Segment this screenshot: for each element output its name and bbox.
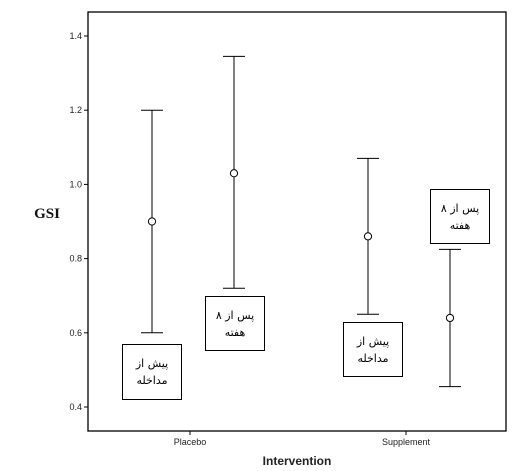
mean-point [229,169,239,178]
annotation-box: پس از ۸ هفته [205,296,265,351]
annotation-line-2: مداخله [136,374,168,387]
y-tick-label: 1.2 [69,105,82,115]
y-tick-label: 0.4 [69,402,82,412]
annotation-line-2: مداخله [357,351,389,365]
x-tick-label: Supplement [382,437,431,447]
annotation-line-2: هفته [224,325,246,339]
mean-point [363,232,373,241]
error-bar [141,109,163,334]
x-axis-label: Intervention [263,454,332,468]
x-axis: Placebo Supplement [174,431,431,447]
mean-point [147,217,157,226]
y-tick-label: 1.0 [69,179,82,189]
y-axis: 1.4 1.2 1.0 0.8 0.6 0.4 [69,31,88,412]
mean-point [445,313,455,323]
error-bar [439,248,461,388]
y-tick-label: 0.8 [69,254,82,264]
error-bar [223,55,245,289]
y-axis-label: GSI [34,206,60,222]
annotation-box: پیش از مداخله [122,344,182,400]
annotation-line-1: پس از ۸ [440,201,480,215]
error-bar [357,157,379,315]
annotation-box: پس از ۸ هفته [430,189,490,244]
annotation-line-2: هفته [449,218,471,232]
annotation-box: پیش از مداخله [343,322,403,377]
y-tick-label: 0.6 [69,328,82,338]
error-bars [141,55,461,388]
plot-frame [87,11,507,432]
y-tick-label: 1.4 [69,31,82,41]
annotation-line-1: پس از ۸ [215,308,255,322]
annotation-line-1: پیش از [356,334,390,348]
x-tick-label: Placebo [174,437,207,447]
annotation-line-1: پیش از [135,357,169,370]
